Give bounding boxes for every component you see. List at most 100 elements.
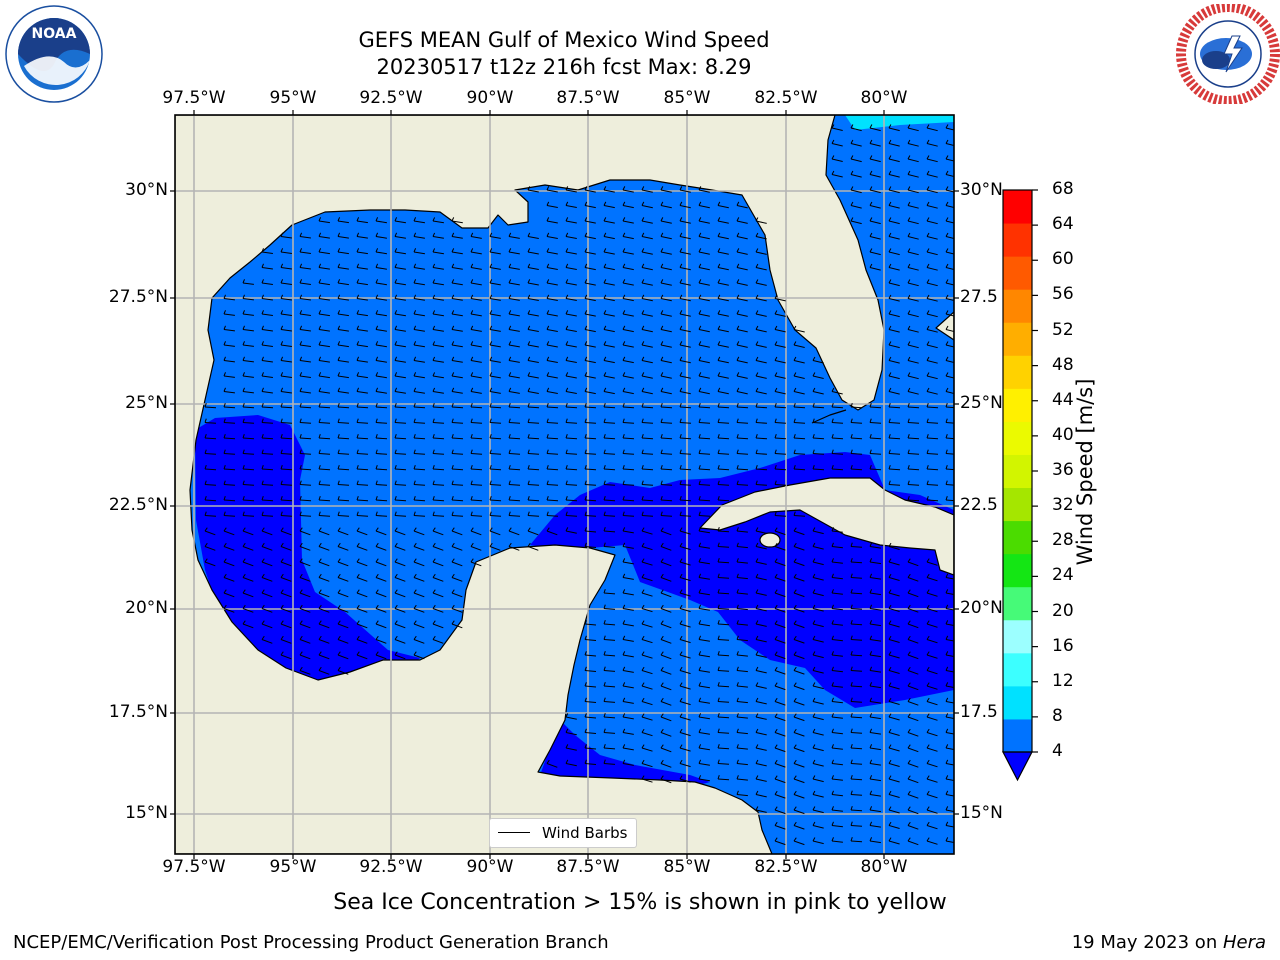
wind-barb bbox=[318, 236, 330, 239]
wind-barb-flag bbox=[413, 356, 417, 361]
wind-barb-flag bbox=[432, 620, 436, 625]
wind-barb-flag bbox=[717, 418, 720, 423]
national-weather-service-logo bbox=[1176, 4, 1280, 104]
wind-barb bbox=[375, 499, 388, 502]
wind-barb-flag bbox=[945, 248, 949, 253]
wind-barb bbox=[565, 499, 578, 502]
wind-8-12-region bbox=[845, 115, 954, 130]
wind-barb bbox=[394, 515, 407, 517]
wind-barb-flag bbox=[698, 418, 701, 423]
wind-barb-flag bbox=[641, 697, 645, 702]
wind-barb-flag bbox=[565, 217, 569, 222]
wind-barb-flag bbox=[356, 542, 360, 547]
wind-barb bbox=[926, 763, 938, 768]
wind-barb-flag bbox=[812, 403, 815, 408]
wind-barb-flag bbox=[679, 372, 683, 377]
wind-barb bbox=[945, 716, 954, 719]
wind-barb bbox=[318, 608, 330, 613]
wind-barb-flag bbox=[774, 775, 778, 780]
wind-barb bbox=[223, 484, 236, 486]
wind-barb-flag bbox=[622, 186, 626, 191]
wind-barb bbox=[850, 143, 862, 147]
wind-barb bbox=[774, 778, 786, 784]
wind-barb-flag bbox=[546, 232, 550, 237]
wind-barb-flag bbox=[261, 589, 265, 594]
wind-barb-flag bbox=[299, 449, 302, 454]
wind-barb bbox=[527, 375, 539, 379]
wind-barb bbox=[888, 143, 900, 147]
wind-barb bbox=[508, 251, 520, 255]
wind-barb bbox=[622, 685, 634, 689]
wind-barb bbox=[907, 561, 919, 567]
wind-barb-flag bbox=[907, 310, 911, 315]
wind-barb-flag bbox=[318, 666, 322, 671]
wind-barb bbox=[299, 422, 312, 424]
wind-barb bbox=[489, 437, 502, 440]
wind-barb bbox=[698, 654, 710, 658]
wind-barb-flag bbox=[812, 418, 815, 423]
wind-barb-flag bbox=[508, 248, 512, 253]
wind-barb-flag bbox=[584, 341, 588, 346]
colorbar-segment bbox=[1003, 223, 1032, 257]
wind-barb-flag bbox=[261, 542, 265, 547]
wind-barb-flag bbox=[394, 325, 398, 330]
wind-barb-flag bbox=[337, 620, 341, 625]
wind-barb-flag bbox=[698, 651, 702, 656]
wind-barb bbox=[812, 778, 824, 783]
wind-barb bbox=[774, 530, 786, 536]
wind-barb-flag bbox=[223, 480, 226, 485]
wind-barb-flag bbox=[774, 542, 778, 547]
colorbar-segment bbox=[1003, 355, 1032, 389]
wind-barb-flag bbox=[375, 217, 379, 222]
wind-barb-flag bbox=[603, 480, 606, 485]
wind-barb-flag bbox=[888, 837, 892, 842]
wind-barb-flag bbox=[660, 465, 663, 470]
wind-barb bbox=[546, 251, 558, 255]
wind-barb-flag bbox=[489, 310, 493, 315]
wind-barb bbox=[584, 685, 597, 688]
wind-barb-flag bbox=[755, 573, 759, 578]
wind-barb bbox=[755, 763, 767, 767]
wind-barb-flag bbox=[546, 527, 550, 532]
wind-barb bbox=[641, 422, 654, 424]
wind-barb bbox=[698, 701, 710, 704]
wind-barb bbox=[394, 422, 407, 424]
wind-barb bbox=[280, 329, 292, 332]
wind-barb bbox=[565, 251, 577, 255]
wind-barb-flag bbox=[926, 604, 930, 609]
wind-barb-flag bbox=[869, 604, 873, 609]
wind-barb bbox=[945, 825, 954, 828]
wind-barb-flag bbox=[565, 325, 569, 330]
wind-barb bbox=[375, 608, 387, 613]
wind-barb bbox=[508, 515, 521, 517]
wind-barb bbox=[850, 422, 863, 424]
wind-barb bbox=[736, 701, 748, 704]
wind-barb bbox=[869, 778, 881, 782]
wind-barb-flag bbox=[356, 263, 360, 268]
wind-barb-flag bbox=[736, 341, 740, 346]
wind-barb bbox=[774, 716, 786, 722]
wind-barb bbox=[698, 189, 710, 193]
wind-barb-flag bbox=[850, 589, 853, 594]
wind-barb-flag bbox=[204, 496, 207, 501]
wind-barb bbox=[375, 654, 387, 660]
wind-barb-flag bbox=[698, 666, 702, 671]
wind-barb-flag bbox=[774, 821, 778, 826]
wind-barb bbox=[527, 453, 540, 455]
wind-barb-flag bbox=[584, 651, 587, 656]
wind-barb-flag bbox=[546, 496, 549, 501]
wind-barb bbox=[679, 499, 692, 502]
wind-barb bbox=[622, 623, 634, 627]
wind-barb-flag bbox=[793, 434, 796, 439]
wind-barb-flag bbox=[527, 511, 530, 516]
wind-barb bbox=[204, 453, 217, 455]
wind-barb bbox=[603, 375, 615, 379]
wind-barb bbox=[432, 530, 444, 536]
wind-barb-flag bbox=[736, 201, 740, 206]
wind-barb-flag bbox=[508, 310, 512, 315]
wind-barb-flag bbox=[603, 356, 607, 361]
wind-barb bbox=[888, 453, 901, 455]
wind-barb-flag bbox=[413, 511, 416, 516]
wind-barb-flag bbox=[280, 589, 284, 594]
wind-barb bbox=[888, 825, 900, 829]
